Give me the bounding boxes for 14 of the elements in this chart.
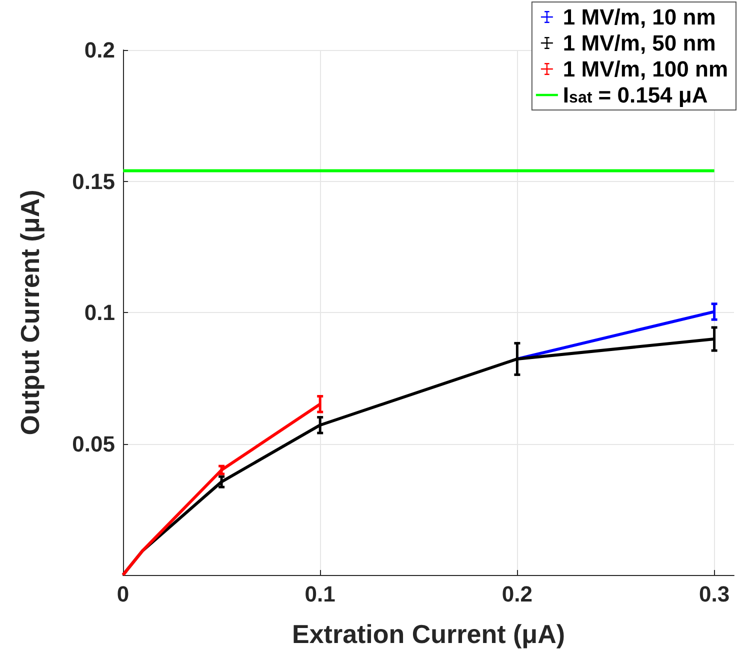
y-tick-label: 0.05 <box>72 431 115 456</box>
y-tick-label: 0.15 <box>72 168 115 194</box>
x-axis-title: Extration Current (μA) <box>292 619 566 649</box>
legend-label: 1 MV/m, 100 nm <box>562 56 728 82</box>
x-tick-label: 0.3 <box>698 582 730 606</box>
y-tick-label: 0.2 <box>84 38 115 62</box>
y-tick-label: 0.1 <box>84 300 115 325</box>
y-axis-title: Output Current (μA) <box>15 190 45 436</box>
x-tick-label: 0 <box>116 582 130 606</box>
x-tick-label: 0.1 <box>304 582 336 606</box>
x-tick-label: 0.2 <box>502 582 532 606</box>
legend-label: Isat = 0.154 μA <box>562 82 708 108</box>
legend-label: 1 MV/m, 50 nm <box>562 30 716 56</box>
legend-label: 1 MV/m, 10 nm <box>562 4 716 30</box>
